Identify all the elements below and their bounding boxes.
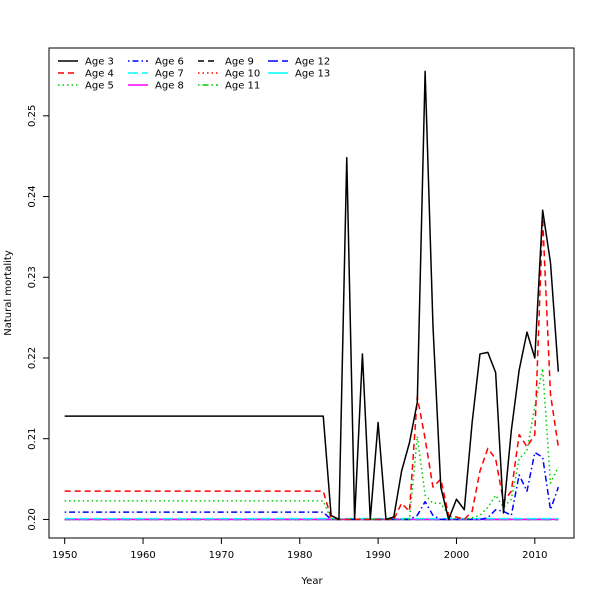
y-axis: 0.20 0.21 0.22 0.23 0.24 0.25: [27, 105, 49, 531]
y-tick-label: 0.21: [27, 428, 38, 450]
x-axis: 1950 1960 1970 1980 1990 2000 2010: [52, 538, 548, 561]
legend-label: Age 8: [155, 81, 184, 92]
plot-frame: [48, 47, 575, 539]
x-tick-label: 1980: [287, 550, 312, 561]
y-tick-label: 0.22: [27, 347, 38, 369]
legend-label: Age 5: [85, 81, 114, 92]
series-layer: [64, 70, 560, 521]
x-axis-label: Year: [300, 576, 323, 587]
legend-label: Age 10: [225, 69, 260, 80]
series-line-age-6: [64, 451, 560, 521]
legend-label: Age 9: [225, 57, 254, 68]
legend-label: Age 11: [225, 81, 260, 92]
legend-label: Age 13: [295, 69, 330, 80]
y-tick-label: 0.24: [27, 185, 38, 207]
series-line-age-3: [64, 70, 560, 521]
legend-label: Age 7: [155, 69, 184, 80]
x-tick-label: 1970: [209, 550, 234, 561]
series-line-age-4: [64, 217, 560, 521]
x-tick-label: 1960: [130, 550, 155, 561]
y-tick-label: 0.20: [27, 508, 38, 530]
y-tick-label: 0.25: [27, 105, 38, 127]
legend-label: Age 12: [295, 57, 330, 68]
legend-label: Age 3: [85, 57, 114, 68]
x-tick-label: 2000: [444, 550, 469, 561]
x-tick-label: 1950: [52, 550, 77, 561]
y-axis-label: Natural mortality: [3, 250, 14, 336]
legend-label: Age 4: [85, 69, 114, 80]
y-tick-label: 0.23: [27, 266, 38, 288]
x-tick-label: 2010: [522, 550, 547, 561]
legend-label: Age 6: [155, 57, 184, 68]
x-tick-label: 1990: [365, 550, 390, 561]
